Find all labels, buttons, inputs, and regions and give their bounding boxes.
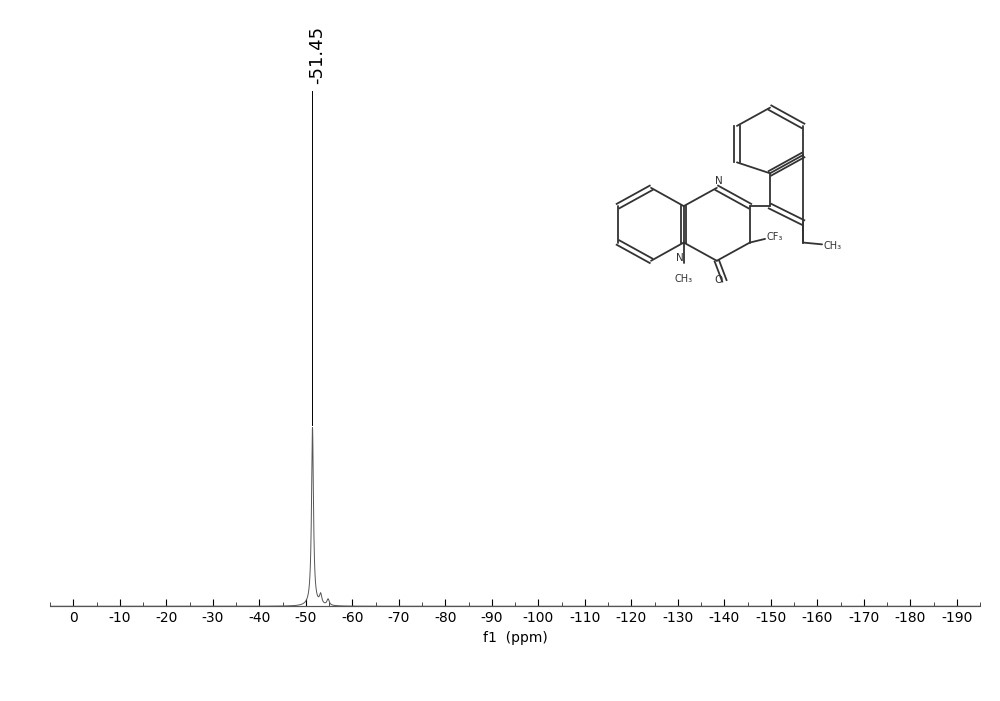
Text: N: N [715, 176, 723, 186]
Text: CH₃: CH₃ [824, 241, 842, 251]
X-axis label: f1  (ppm): f1 (ppm) [483, 631, 547, 645]
Text: -51.45: -51.45 [308, 26, 326, 84]
Text: O: O [715, 275, 723, 285]
Text: CH₃: CH₃ [675, 273, 693, 283]
Text: N: N [676, 254, 684, 264]
Text: CF₃: CF₃ [767, 232, 783, 242]
